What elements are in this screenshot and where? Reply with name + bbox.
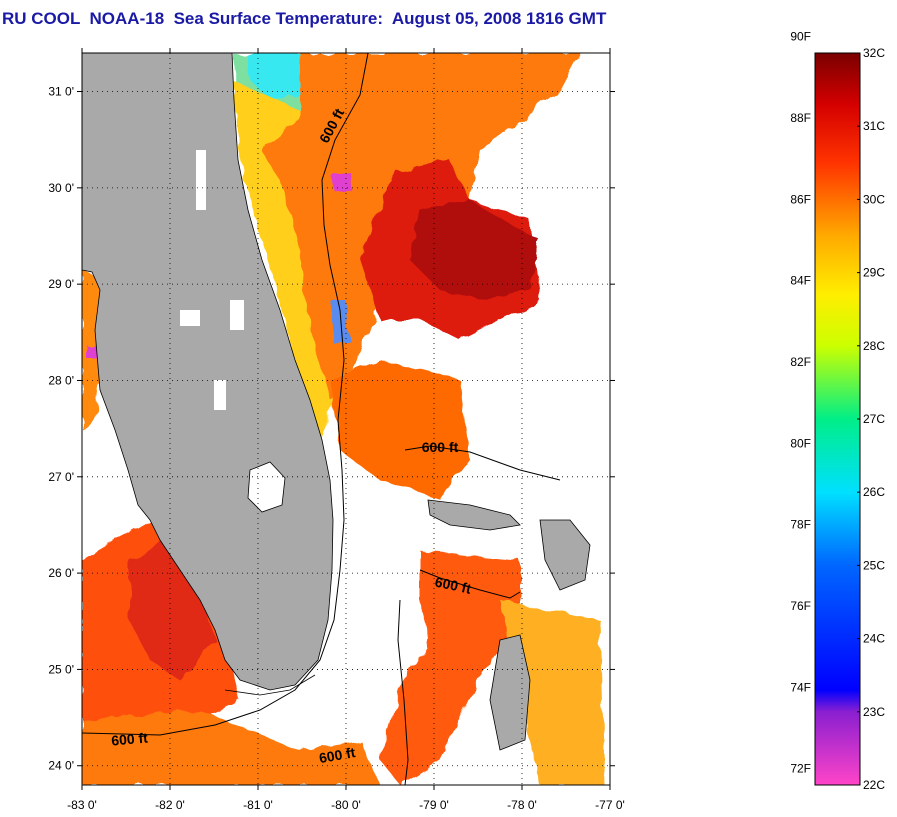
sst-patch-cool-blue xyxy=(330,300,350,345)
lat-label: 30 0' xyxy=(48,181,74,195)
sst-patch-straits-orange xyxy=(380,550,520,785)
longitude-labels: -83 0' -82 0' -81 0' -80 0' -79 0' -78 0' -77 … xyxy=(67,798,625,812)
lon-label: -79 0' xyxy=(419,798,449,812)
colorbar-f-label: 90F xyxy=(790,30,811,44)
colorbar-f-label: 72F xyxy=(790,762,811,776)
colorbar-fahrenheit-labels: 90F 88F 86F 84F 82F 80F 78F 76F 74F 72F xyxy=(790,30,811,776)
graticule xyxy=(77,48,615,790)
lat-label: 27 0' xyxy=(48,470,74,484)
lon-label: -83 0' xyxy=(67,798,97,812)
lon-label: -82 0' xyxy=(155,798,185,812)
lat-label: 28 0' xyxy=(48,373,74,387)
latitude-labels: 31 0' 30 0' 29 0' 28 0' 27 0' 26 0' 25 0' 24 0' xyxy=(48,85,74,773)
bahamas-grand-bahama xyxy=(427,499,521,531)
lat-label: 31 0' xyxy=(48,85,74,99)
colorbar-f-label: 78F xyxy=(790,518,811,532)
bahamas-andros xyxy=(489,634,531,751)
lat-label: 26 0' xyxy=(48,566,74,580)
lat-label: 29 0' xyxy=(48,277,74,291)
colorbar-c-label: 27C xyxy=(863,412,885,426)
isobath-label: 600 ft xyxy=(111,729,149,748)
colorbar-f-label: 80F xyxy=(790,436,811,450)
lon-label: -77 0' xyxy=(595,798,625,812)
colorbar-f-label: 82F xyxy=(790,355,811,369)
sst-patch-southeast-yellow xyxy=(500,600,605,785)
sst-patch-gulf-red xyxy=(130,540,215,680)
colorbar-c-label: 32C xyxy=(863,46,885,60)
colorbar-celsius-labels: 32C 31C 30C 29C 28C 27C 26C 25C 24C 23C 22C xyxy=(857,46,885,792)
colorbar-c-label: 25C xyxy=(863,558,885,572)
sst-patch-cool-magenta-1 xyxy=(330,172,352,192)
colorbar-f-label: 86F xyxy=(790,192,811,206)
colorbar-c-label: 30C xyxy=(863,192,885,206)
isobath-label: 600 ft xyxy=(433,573,472,596)
map-title: RU COOL NOAA-18 Sea Surface Temperature:… xyxy=(2,9,607,28)
lat-label: 25 0' xyxy=(48,662,74,676)
bahamas-abaco xyxy=(539,519,591,591)
colorbar-c-label: 28C xyxy=(863,339,885,353)
colorbar-c-label: 29C xyxy=(863,266,885,280)
land xyxy=(82,53,591,751)
colorbar-c-label: 23C xyxy=(863,705,885,719)
sst-patch-keys-south xyxy=(82,710,380,785)
colorbar-f-label: 76F xyxy=(790,599,811,613)
florida-keys xyxy=(224,674,316,696)
colorbar-c-label: 22C xyxy=(863,778,885,792)
isobath-label: 600 ft xyxy=(422,439,459,455)
colorbar-c-label: 26C xyxy=(863,485,885,499)
sst-patch-midcoast-orange xyxy=(330,360,470,500)
lake-okeechobee xyxy=(247,461,286,513)
lon-label: -81 0' xyxy=(243,798,273,812)
lon-label: -80 0' xyxy=(331,798,361,812)
sst-patch-cyan xyxy=(245,53,305,100)
colorbar-c-label: 31C xyxy=(863,119,885,133)
lon-label: -78 0' xyxy=(507,798,537,812)
sst-patch-darkred xyxy=(410,200,540,300)
colorbar-f-label: 88F xyxy=(790,111,811,125)
isobath-600ft xyxy=(82,53,561,785)
inland-lakes xyxy=(180,150,244,410)
colorbar-f-label: 84F xyxy=(790,274,811,288)
florida-peninsula xyxy=(82,53,334,691)
colorbar-c-label: 24C xyxy=(863,632,885,646)
isobath-label: 600 ft xyxy=(318,744,357,766)
colorbar xyxy=(814,52,861,786)
lat-label: 24 0' xyxy=(48,759,74,773)
colorbar-f-label: 74F xyxy=(790,680,811,694)
